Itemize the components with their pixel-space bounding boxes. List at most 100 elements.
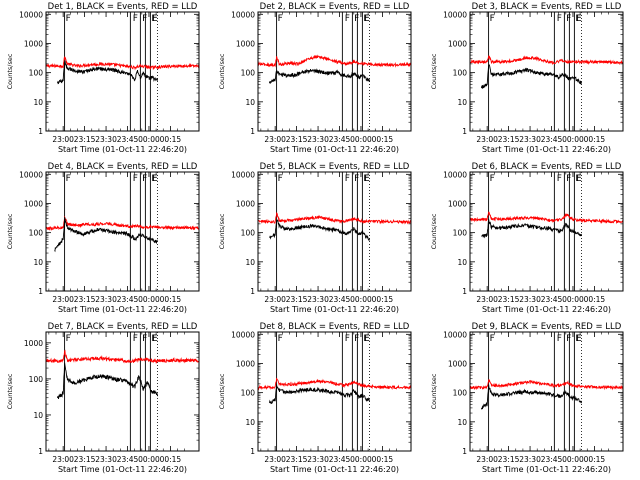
y-tick-label: 1	[38, 447, 43, 456]
x-tick-label: 23:00	[264, 295, 286, 304]
y-axis-label: Counts/sec	[218, 373, 226, 409]
flare-marker-label: F	[151, 14, 156, 24]
flare-marker-label: F	[575, 334, 580, 344]
y-axis-label: Counts/sec	[430, 373, 438, 409]
detector-plot-1: Det 1, BLACK = Events, RED = LLD Counts/s…	[6, 2, 200, 154]
x-tick-label: 23:15	[74, 295, 96, 304]
y-tick-label: 1	[462, 447, 467, 456]
x-tick-label: 23:00	[476, 455, 498, 464]
x-axis-label: Start Time (01-Oct-11 22:46:20)	[482, 305, 611, 314]
lld-series-line	[46, 56, 199, 71]
lld-series-line	[258, 211, 411, 225]
detector-plot-7: Det 7, BLACK = Events, RED = LLD Counts/s…	[6, 322, 200, 474]
flare-marker-label: F	[354, 174, 359, 184]
x-tick-label: 23:45	[329, 135, 351, 144]
x-tick-label: 00:15	[160, 295, 182, 304]
flare-marker-label: F	[557, 174, 562, 184]
y-axis-label: Counts/sec	[218, 213, 226, 249]
y-tick-label: 100	[241, 69, 256, 78]
y-axis-label: Counts/sec	[430, 53, 438, 89]
plot-title: Det 6, BLACK = Events, RED = LLD	[472, 162, 622, 172]
x-axis-label: Start Time (01-Oct-11 22:46:20)	[270, 465, 399, 474]
x-tick-label: 00:15	[372, 455, 394, 464]
y-tick-label: 10	[457, 98, 467, 107]
y-tick-label: 10000	[19, 10, 43, 19]
x-tick-label: 23:15	[498, 455, 520, 464]
x-tick-label: 00:00	[350, 135, 372, 144]
x-tick-label: 23:45	[329, 295, 351, 304]
lld-series-line	[258, 377, 411, 391]
flare-marker-label: F	[557, 334, 562, 344]
x-axis-label: Start Time (01-Oct-11 22:46:20)	[482, 145, 611, 154]
y-tick-label: 1000	[24, 199, 43, 208]
x-tick-label: 00:15	[584, 455, 606, 464]
x-tick-label: 00:00	[562, 295, 584, 304]
plot-frame	[257, 171, 412, 292]
plot-title: Det 4, BLACK = Events, RED = LLD	[48, 162, 198, 172]
flare-marker-label: F	[490, 334, 495, 344]
flare-marker-label: F	[278, 334, 283, 344]
plot-frame	[45, 11, 200, 132]
y-axis-label: Counts/sec	[6, 373, 14, 409]
flare-marker-label: F	[278, 14, 283, 24]
y-tick-label: 10	[245, 98, 255, 107]
x-tick-label: 00:00	[138, 135, 160, 144]
x-tick-label: 23:15	[286, 295, 308, 304]
y-tick-label: 1	[38, 127, 43, 136]
events-series-line	[480, 64, 582, 89]
flare-marker-label: E	[152, 174, 158, 184]
detector-plot-6: Det 6, BLACK = Events, RED = LLD Counts/s…	[430, 162, 624, 314]
x-axis-label: Start Time (01-Oct-11 22:46:20)	[270, 305, 399, 314]
plot-frame	[257, 11, 412, 132]
x-tick-label: 23:15	[498, 295, 520, 304]
y-tick-label: 10000	[443, 330, 467, 339]
x-tick-label: 23:00	[52, 455, 74, 464]
flare-marker-label: F	[363, 174, 368, 184]
flare-marker-label: F	[363, 334, 368, 344]
x-tick-label: 23:15	[286, 455, 308, 464]
plot-title: Det 5, BLACK = Events, RED = LLD	[260, 162, 410, 172]
plot-title: Det 9, BLACK = Events, RED = LLD	[472, 322, 622, 332]
y-axis-label: Counts/sec	[218, 53, 226, 89]
flare-marker-label: F	[133, 14, 138, 24]
x-tick-label: 00:15	[160, 135, 182, 144]
flare-marker-label: F	[566, 334, 571, 344]
plot-frame	[45, 171, 200, 292]
flare-marker-label: F	[490, 14, 495, 24]
y-tick-label: 1	[250, 127, 255, 136]
flare-marker-label: F	[566, 14, 571, 24]
x-tick-label: 23:45	[541, 135, 563, 144]
x-axis-label: Start Time (01-Oct-11 22:46:20)	[58, 305, 187, 314]
x-axis-label: Start Time (01-Oct-11 22:46:20)	[482, 465, 611, 474]
flare-marker-label: E	[576, 174, 582, 184]
flare-marker-label: F	[66, 174, 71, 184]
x-tick-label: 23:15	[498, 135, 520, 144]
x-tick-label: 23:30	[519, 455, 541, 464]
y-tick-label: 100	[453, 229, 468, 238]
lld-series-line	[46, 349, 199, 364]
flare-marker-label: F	[278, 174, 283, 184]
x-tick-label: 00:00	[562, 135, 584, 144]
plot-frame	[469, 331, 624, 452]
y-tick-label: 100	[29, 375, 44, 384]
y-tick-label: 10000	[443, 170, 467, 179]
flare-marker-label: F	[363, 14, 368, 24]
flare-marker-label: F	[66, 334, 71, 344]
y-tick-label: 1000	[236, 199, 255, 208]
detector-plot-5: Det 5, BLACK = Events, RED = LLD Counts/s…	[218, 162, 412, 314]
detector-plot-3: Det 3, BLACK = Events, RED = LLD Counts/s…	[430, 2, 624, 154]
x-tick-label: 23:00	[264, 135, 286, 144]
flare-marker-label: F	[354, 334, 359, 344]
plot-title: Det 8, BLACK = Events, RED = LLD	[260, 322, 410, 332]
flare-marker-label: F	[345, 174, 350, 184]
x-tick-label: 23:00	[52, 135, 74, 144]
y-tick-label: 10	[33, 258, 43, 267]
events-series-line	[57, 362, 158, 399]
x-tick-label: 00:00	[138, 455, 160, 464]
y-tick-label: 100	[241, 389, 256, 398]
flare-marker-label: F	[354, 14, 359, 24]
flare-marker-label: F	[151, 334, 156, 344]
detector-plot-9: Det 9, BLACK = Events, RED = LLD Counts/s…	[430, 322, 624, 474]
x-tick-label: 00:00	[350, 295, 372, 304]
